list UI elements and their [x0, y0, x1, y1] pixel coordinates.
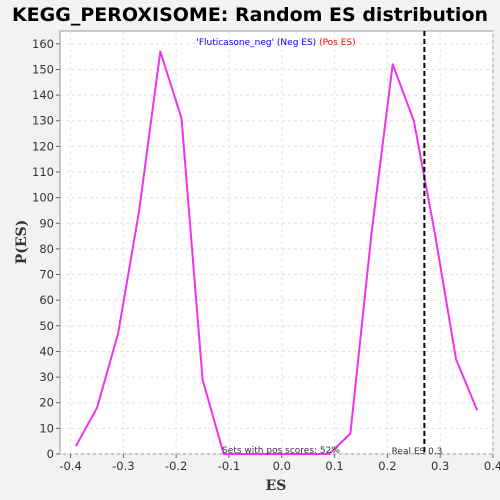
x-tick-label: -0.1: [218, 459, 240, 473]
y-tick-label: 10: [39, 421, 54, 435]
legend-pos-es: (Pos ES): [319, 38, 356, 48]
svg-text:'Fluticasone_neg' (Neg ES): 'Fluticasone_neg' (Neg ES) (Pos ES): [196, 38, 355, 48]
x-tick-label: 0.1: [325, 459, 343, 473]
x-tick-label: -0.4: [59, 459, 81, 473]
y-tick-label: 40: [39, 344, 54, 358]
axes: 0 10 20 30 40 50 60 70 80 90 100 110 120 130 140 150 160…: [32, 37, 500, 473]
y-tick-label: 80: [39, 242, 54, 256]
real-es-annotation: Real ES 0.3: [392, 447, 443, 457]
y-tick-label: 150: [32, 62, 54, 76]
x-tick-label: -0.3: [112, 459, 134, 473]
y-tick-label: 50: [39, 319, 54, 333]
legend-neg-es: 'Fluticasone_neg' (Neg ES): [196, 38, 316, 48]
y-tick-label: 60: [39, 293, 54, 307]
series-layer: [74, 31, 479, 455]
y-tick-label: 0: [47, 447, 54, 461]
y-axis-label: P(ES): [14, 220, 30, 265]
x-tick-label: 0.2: [378, 459, 396, 473]
y-tick-label: 70: [39, 268, 54, 282]
grid: [60, 31, 494, 455]
plot-area: [59, 30, 494, 455]
y-tick-label: 30: [39, 370, 54, 384]
y-tick-label: 140: [32, 88, 54, 102]
chart-title: KEGG_PEROXISOME: Random ES distribution: [12, 4, 488, 26]
y-tick-label: 110: [32, 165, 54, 179]
x-tick-label: 0.4: [484, 459, 500, 473]
y-tick-label: 90: [39, 216, 54, 230]
y-tick-label: 160: [32, 37, 54, 51]
x-axis-label: ES: [266, 478, 287, 494]
pos-scores-annotation: Sets with pos scores: 52%: [222, 446, 340, 456]
x-tick-label: 0.0: [273, 459, 291, 473]
y-tick-label: 100: [32, 191, 54, 205]
x-tick-label: -0.2: [165, 459, 187, 473]
y-tick-label: 130: [32, 114, 54, 128]
x-tick-label: 0.3: [431, 459, 449, 473]
y-tick-label: 20: [39, 396, 54, 410]
y-tick-label: 120: [32, 139, 54, 153]
legend: 'Fluticasone_neg' (Neg ES) (Pos ES): [196, 38, 355, 48]
